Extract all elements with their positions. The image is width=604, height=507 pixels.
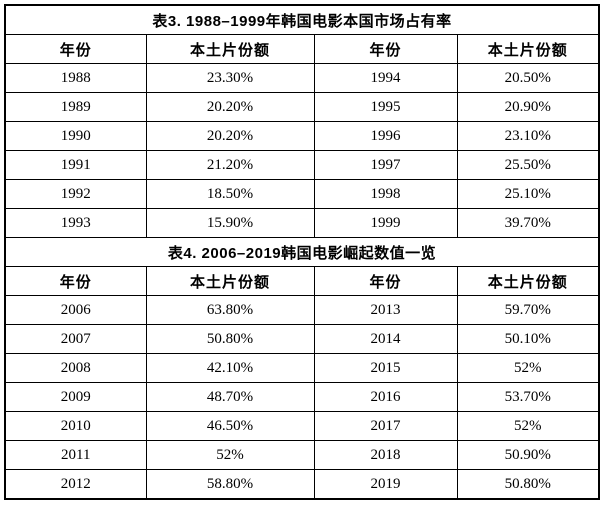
- share-cell: 21.20%: [145, 150, 315, 180]
- table-row: 2012 58.80% 2019 50.80%: [4, 469, 600, 500]
- share-cell: 52%: [145, 440, 315, 470]
- table-row: 1988 23.30% 1994 20.50%: [4, 63, 600, 93]
- year-cell: 1994: [313, 63, 458, 93]
- share-cell: 50.80%: [456, 469, 600, 500]
- year-cell: 2013: [313, 295, 458, 325]
- table-title: 表4. 2006–2019韩国电影崛起数值一览: [4, 237, 600, 267]
- year-cell: 2012: [4, 469, 147, 500]
- share-cell: 50.90%: [456, 440, 600, 470]
- table-row: 2006 63.80% 2013 59.70%: [4, 295, 600, 325]
- year-cell: 2008: [4, 353, 147, 383]
- share-cell: 39.70%: [456, 208, 600, 238]
- year-cell: 2007: [4, 324, 147, 354]
- share-cell: 46.50%: [145, 411, 315, 441]
- year-cell: 1997: [313, 150, 458, 180]
- year-cell: 1998: [313, 179, 458, 209]
- table-row: 2007 50.80% 2014 50.10%: [4, 324, 600, 354]
- share-cell: 23.10%: [456, 121, 600, 151]
- share-cell: 42.10%: [145, 353, 315, 383]
- share-cell: 15.90%: [145, 208, 315, 238]
- share-cell: 59.70%: [456, 295, 600, 325]
- year-cell: 2010: [4, 411, 147, 441]
- table-row: 2008 42.10% 2015 52%: [4, 353, 600, 383]
- market-share-table: 表3. 1988–1999年韩国电影本国市场占有率 年份 本土片份额 年份 本土片份额 1…: [4, 4, 601, 500]
- column-header-row: 年份 本土片份额 年份 本土片份额: [4, 34, 600, 64]
- share-cell: 50.80%: [145, 324, 315, 354]
- table-row: 1989 20.20% 1995 20.90%: [4, 92, 600, 122]
- table-row: 2011 52% 2018 50.90%: [4, 440, 600, 470]
- share-column-header: 本土片份额: [456, 34, 600, 64]
- share-cell: 53.70%: [456, 382, 600, 412]
- share-cell: 20.50%: [456, 63, 600, 93]
- market-share-table-body: 表3. 1988–1999年韩国电影本国市场占有率 年份 本土片份额 年份 本土片份额 1…: [4, 4, 600, 500]
- year-column-header: 年份: [4, 34, 147, 64]
- year-cell: 1988: [4, 63, 147, 93]
- table-row: 1990 20.20% 1996 23.10%: [4, 121, 600, 151]
- share-column-header: 本土片份额: [145, 34, 315, 64]
- year-cell: 1992: [4, 179, 147, 209]
- year-cell: 1993: [4, 208, 147, 238]
- year-cell: 2018: [313, 440, 458, 470]
- year-cell: 1990: [4, 121, 147, 151]
- share-cell: 63.80%: [145, 295, 315, 325]
- year-cell: 2014: [313, 324, 458, 354]
- year-cell: 1991: [4, 150, 147, 180]
- year-cell: 2015: [313, 353, 458, 383]
- share-cell: 58.80%: [145, 469, 315, 500]
- table-row: 1992 18.50% 1998 25.10%: [4, 179, 600, 209]
- year-column-header: 年份: [4, 266, 147, 296]
- year-cell: 1989: [4, 92, 147, 122]
- table-row: 1991 21.20% 1997 25.50%: [4, 150, 600, 180]
- table-title-row: 表3. 1988–1999年韩国电影本国市场占有率: [4, 4, 600, 35]
- share-cell: 25.50%: [456, 150, 600, 180]
- year-cell: 1999: [313, 208, 458, 238]
- year-cell: 1996: [313, 121, 458, 151]
- share-cell: 52%: [456, 411, 600, 441]
- table-row: 1993 15.90% 1999 39.70%: [4, 208, 600, 238]
- year-column-header: 年份: [313, 34, 458, 64]
- share-cell: 48.70%: [145, 382, 315, 412]
- share-cell: 25.10%: [456, 179, 600, 209]
- share-cell: 20.20%: [145, 92, 315, 122]
- share-cell: 23.30%: [145, 63, 315, 93]
- share-cell: 52%: [456, 353, 600, 383]
- year-cell: 1995: [313, 92, 458, 122]
- share-cell: 50.10%: [456, 324, 600, 354]
- year-column-header: 年份: [313, 266, 458, 296]
- share-column-header: 本土片份额: [456, 266, 600, 296]
- year-cell: 2019: [313, 469, 458, 500]
- table-row: 2010 46.50% 2017 52%: [4, 411, 600, 441]
- share-cell: 20.20%: [145, 121, 315, 151]
- year-cell: 2006: [4, 295, 147, 325]
- table-title-row: 表4. 2006–2019韩国电影崛起数值一览: [4, 237, 600, 267]
- year-cell: 2009: [4, 382, 147, 412]
- table-title: 表3. 1988–1999年韩国电影本国市场占有率: [4, 4, 600, 35]
- year-cell: 2016: [313, 382, 458, 412]
- table-row: 2009 48.70% 2016 53.70%: [4, 382, 600, 412]
- share-cell: 20.90%: [456, 92, 600, 122]
- column-header-row: 年份 本土片份额 年份 本土片份额: [4, 266, 600, 296]
- share-cell: 18.50%: [145, 179, 315, 209]
- year-cell: 2011: [4, 440, 147, 470]
- year-cell: 2017: [313, 411, 458, 441]
- share-column-header: 本土片份额: [145, 266, 315, 296]
